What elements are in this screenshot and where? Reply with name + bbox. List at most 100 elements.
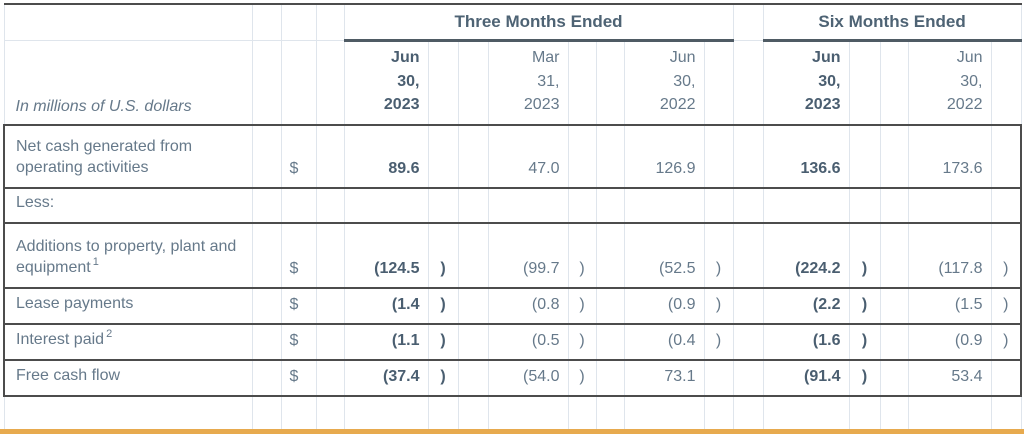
value-cell: (1.1 [344, 323, 429, 360]
paren-cell: ) [568, 287, 597, 324]
empty-cell [880, 396, 909, 429]
value-cell: (224.2 [763, 222, 850, 288]
gap-cell [733, 187, 764, 223]
spacer-cell [596, 124, 625, 188]
spacer-cell [428, 40, 459, 125]
spacer-cell [880, 359, 909, 397]
table-row-additions: Additions to property, plant and equipme… [3, 222, 1023, 288]
value-cell: (37.4 [344, 359, 429, 397]
spacer-cell [880, 40, 909, 125]
paren-cell: ) [568, 359, 597, 397]
value-cell: 89.6 [344, 124, 429, 188]
spacer-cell [252, 359, 282, 397]
paren-cell: ) [428, 323, 459, 360]
empty-cell [3, 396, 253, 429]
value-cell: (0.9 [624, 287, 705, 324]
spacer-cell [316, 222, 345, 288]
column-header-jun-30-2022-q: Jun 30, 2022 [624, 40, 705, 125]
value-cell [908, 187, 992, 223]
spacer-cell [458, 40, 489, 125]
gap-cell [733, 40, 764, 125]
bottom-accent-bar [0, 429, 1024, 434]
spacer-cell [252, 323, 282, 360]
empty-cell [849, 396, 881, 429]
empty-cell [344, 396, 429, 429]
footnote-ref: 1 [92, 256, 99, 269]
spacer-cell [252, 40, 282, 125]
gap-cell [733, 323, 764, 360]
empty-cell [252, 3, 282, 41]
value-cell [624, 187, 705, 223]
row-label: Less: [16, 193, 55, 211]
spacer-cell [458, 323, 489, 360]
currency-cell [281, 187, 317, 223]
spacer-cell [596, 359, 625, 397]
spacer-cell [458, 187, 489, 223]
empty-cell [488, 396, 569, 429]
paren-cell [704, 187, 734, 223]
value-cell [344, 187, 429, 223]
table-row-free-cash-flow: Free cash flow $ (37.4 ) (54.0 ) 73.1 (9… [3, 359, 1023, 397]
value-cell [763, 187, 850, 223]
spacer-cell [596, 222, 625, 288]
paren-cell: ) [849, 222, 881, 288]
currency-cell: $ [281, 222, 317, 288]
row-label: Net cash generated from operating activi… [16, 138, 193, 176]
units-label: In millions of U.S. dollars [3, 40, 253, 125]
spacer-cell [252, 187, 282, 223]
spacer-cell [568, 40, 597, 125]
paren-cell: ) [704, 287, 734, 324]
spacer-cell [458, 359, 489, 397]
paren-cell [849, 187, 881, 223]
six-months-ended-header: Six Months Ended [763, 3, 1022, 42]
empty-cell [624, 396, 705, 429]
paren-cell [428, 187, 459, 223]
column-header-mar-31-2023-q: Mar 31, 2023 [488, 40, 569, 125]
spacer-cell [596, 40, 625, 125]
empty-cell [281, 396, 317, 429]
value-cell: 126.9 [624, 124, 705, 188]
spacer-cell [458, 124, 489, 188]
empty-cell [991, 396, 1022, 429]
empty-row [3, 396, 1022, 429]
empty-cell [763, 396, 850, 429]
empty-cell [908, 396, 992, 429]
row-label-cell: Less: [3, 187, 253, 223]
row-label: Lease payments [16, 294, 134, 312]
gap-cell [733, 287, 764, 324]
free-cash-flow-table: Three Months Ended Six Months Ended In m… [3, 3, 1023, 429]
spacer-cell [880, 222, 909, 288]
empty-cell [704, 396, 734, 429]
spacer-cell [316, 287, 345, 324]
table-row-interest-paid: Interest paid 2 $ (1.1 ) (0.5 ) (0.4 ) (1… [3, 323, 1023, 360]
spacer-cell [704, 40, 734, 125]
gap-cell [733, 359, 764, 397]
spacer-cell [316, 359, 345, 397]
value-cell: 136.6 [763, 124, 850, 188]
spacer-cell [880, 124, 909, 188]
spacer-cell [458, 287, 489, 324]
paren-cell: ) [568, 323, 597, 360]
spacer-cell [316, 323, 345, 360]
gap-cell [733, 222, 764, 288]
value-cell: (0.4 [624, 323, 705, 360]
row-label: Free cash flow [16, 366, 121, 384]
paren-cell [704, 124, 734, 188]
spacer-cell [849, 40, 881, 125]
spacer-cell [281, 40, 317, 125]
row-label-cell: Additions to property, plant and equipme… [3, 222, 253, 288]
row-label: Interest paid [16, 330, 105, 348]
currency-cell: $ [281, 359, 317, 397]
paren-cell: ) [704, 323, 734, 360]
table-row-less: Less: [3, 187, 1023, 223]
spacer-cell [252, 287, 282, 324]
value-cell: (54.0 [488, 359, 569, 397]
value-cell: (0.8 [488, 287, 569, 324]
gap-cell [733, 3, 764, 41]
table-row-lease-payments: Lease payments $ (1.4 ) (0.8 ) (0.9 ) (2… [3, 287, 1023, 324]
empty-cell [252, 396, 282, 429]
spacer-cell [596, 187, 625, 223]
paren-cell [991, 359, 1023, 397]
three-months-ended-header: Three Months Ended [344, 3, 734, 42]
